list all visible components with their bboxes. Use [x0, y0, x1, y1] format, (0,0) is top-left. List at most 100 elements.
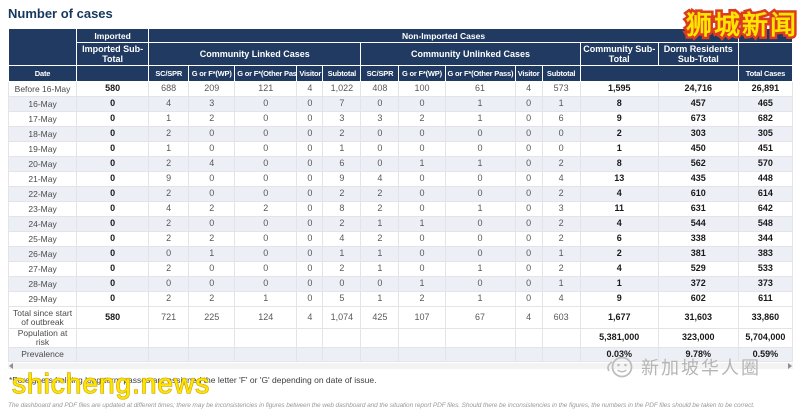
- cell: 0: [296, 231, 324, 247]
- cell: 0: [234, 126, 298, 142]
- cell: 4: [148, 201, 190, 217]
- row-label: 29-May: [7, 291, 78, 307]
- cell: 688: [148, 81, 190, 97]
- cell: 0: [360, 156, 400, 172]
- table-row: 23-May 0 4 2 2 0 8 2 0 1 0 3 11 631 642: [7, 201, 794, 217]
- cell: 562: [657, 156, 739, 172]
- cell: 3: [322, 111, 362, 127]
- cell: 0: [444, 126, 516, 142]
- cell: 2: [148, 126, 190, 142]
- cell: 3: [188, 96, 236, 112]
- cell: 0: [296, 261, 324, 277]
- table-row: 22-May 0 2 0 0 0 2 2 0 0 0 2 4 610 614: [7, 186, 794, 202]
- header-spacer-date: [7, 28, 78, 66]
- cell: 1: [148, 141, 190, 157]
- cell: 11: [579, 201, 659, 217]
- cell: 0: [514, 291, 543, 307]
- row-label: 16-May: [7, 96, 78, 112]
- cell: [322, 346, 362, 362]
- cell: 1,074: [322, 306, 362, 329]
- header-linked-visitor: Visitor: [296, 65, 324, 82]
- cell: [514, 346, 543, 362]
- cell: 0: [296, 156, 324, 172]
- cell: 0: [514, 141, 543, 157]
- table-row: 26-May 0 0 1 0 0 1 1 0 0 0 1 2 381 383: [7, 246, 794, 262]
- cell: 0: [296, 96, 324, 112]
- cell: 0: [76, 141, 150, 157]
- header-imported-group: Imported: [76, 28, 150, 43]
- cell: [188, 328, 236, 348]
- cell: 0: [541, 126, 581, 142]
- cell: 2: [322, 261, 362, 277]
- cell: 0: [514, 171, 543, 187]
- cell: 0: [398, 261, 446, 277]
- scroll-left-arrow-icon[interactable]: [9, 362, 13, 369]
- header-unlinked-other-pass: G or F*(Other Pass): [444, 65, 516, 82]
- cell: 2: [360, 186, 400, 202]
- cell: 0: [514, 261, 543, 277]
- cell: 602: [657, 291, 739, 307]
- cell: [444, 346, 516, 362]
- cell: 0: [514, 126, 543, 142]
- table-body: Before 16-May 580 688 209 121 4 1,022 408 100 61 4…: [7, 81, 794, 362]
- row-label: 18-May: [7, 126, 78, 142]
- header-community-linked-cases: Community Linked Cases: [148, 42, 362, 66]
- cell: 2: [541, 186, 581, 202]
- cell: 61: [444, 81, 516, 97]
- cell: 33,860: [737, 306, 794, 329]
- table-header: Imported Non-Imported Cases Imported Sub…: [7, 28, 794, 82]
- cell: 2: [541, 156, 581, 172]
- header-spacer-comm-dorm: [579, 65, 739, 82]
- cell: 2: [360, 231, 400, 247]
- cell: 0: [444, 171, 516, 187]
- header-row-groups: Imported Non-Imported Cases: [7, 28, 794, 66]
- cell: 2: [541, 216, 581, 232]
- cell: 3: [541, 201, 581, 217]
- cell: 0: [76, 171, 150, 187]
- cell: 642: [737, 201, 794, 217]
- cell: 573: [541, 81, 581, 97]
- row-label: 21-May: [7, 171, 78, 187]
- cell: 9: [322, 171, 362, 187]
- cell: 2: [541, 261, 581, 277]
- cell: 323,000: [657, 328, 739, 348]
- cell: 2: [322, 126, 362, 142]
- cell: 67: [444, 306, 516, 329]
- cell: 0: [398, 186, 446, 202]
- cell: 4: [360, 171, 400, 187]
- cell: 0: [296, 111, 324, 127]
- row-label: 17-May: [7, 111, 78, 127]
- cell: 0: [514, 186, 543, 202]
- cell: 344: [737, 231, 794, 247]
- cell: 603: [541, 306, 581, 329]
- cell: 0: [76, 231, 150, 247]
- cell: 2: [579, 246, 659, 262]
- row-label: 28-May: [7, 276, 78, 292]
- cell: 303: [657, 126, 739, 142]
- table-row: Total since start of outbreak 580 721 225 12…: [7, 306, 794, 329]
- scroll-right-arrow-icon[interactable]: [788, 362, 792, 369]
- cell: 0: [234, 111, 298, 127]
- cell: 1: [360, 246, 400, 262]
- cell: [360, 328, 400, 348]
- cell: 0: [188, 186, 236, 202]
- cell: 0: [444, 246, 516, 262]
- cell: 448: [737, 171, 794, 187]
- cell: [234, 346, 298, 362]
- cell: 8: [579, 96, 659, 112]
- horizontal-scrollbar[interactable]: [8, 362, 793, 369]
- header-non-imported-group: Non-Imported Cases: [148, 28, 739, 43]
- cell: 8: [579, 156, 659, 172]
- header-dorm-residents-sub-total: Dorm Residents Sub-Total: [657, 42, 739, 66]
- cell: 2: [188, 201, 236, 217]
- cell: 6: [541, 111, 581, 127]
- footnote-pass-note: *Foreigners holding long-term passes are…: [9, 374, 377, 385]
- cell: 465: [737, 96, 794, 112]
- cell: 0: [234, 231, 298, 247]
- cell: 0: [514, 111, 543, 127]
- cell: 4: [514, 306, 543, 329]
- cell: 1: [579, 276, 659, 292]
- header-unlinked-visitor: Visitor: [514, 65, 543, 82]
- cell: 1: [360, 291, 400, 307]
- cell: 1: [444, 111, 516, 127]
